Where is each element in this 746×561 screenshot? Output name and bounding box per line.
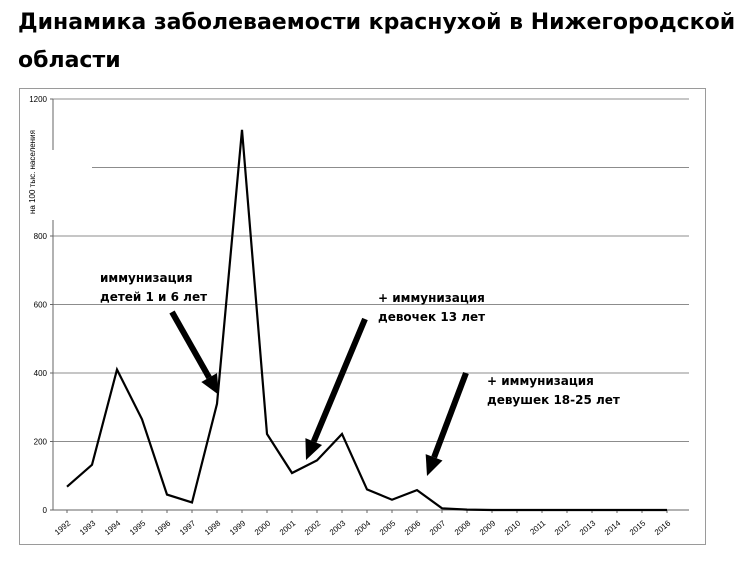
x-tick-label: 2013 [578, 518, 598, 537]
x-tick-label: 2005 [378, 518, 398, 537]
x-tick-label: 1994 [103, 518, 123, 537]
axes [50, 98, 689, 513]
annotations: иммунизация детей 1 и 6 лет + иммунизация д… [100, 271, 620, 407]
y-tick-labels: 0 200 400 600 800 1200 [29, 95, 47, 515]
x-tick-label: 1999 [228, 518, 248, 537]
annotation-text: + иммунизация девушек 18-25 лет [487, 374, 620, 407]
x-tick-label: 1993 [78, 518, 98, 537]
series [66, 129, 668, 512]
x-tick-label: 2012 [553, 518, 573, 537]
x-tick-label: 1995 [128, 518, 148, 537]
x-tick-label: 2014 [603, 518, 623, 537]
x-tick-label: 1992 [53, 518, 73, 537]
chart-title: Динамика заболеваемости краснухой в Ниже… [18, 10, 736, 73]
annotation-arrow [425, 371, 469, 476]
x-tick-label: 2008 [453, 518, 473, 537]
annotation-arrow [169, 310, 219, 395]
x-tick-labels: 1992 1993 1994 1995 1996 1997 1998 1999 2000 2001… [53, 518, 673, 537]
y-tick-label: 0 [43, 506, 48, 515]
chart-frame [19, 88, 706, 545]
x-tick-label: 1997 [178, 518, 198, 537]
annotation-text: + иммунизация девочек 13 лет [378, 291, 485, 324]
annotation-text: иммунизация детей 1 и 6 лет [100, 271, 207, 304]
y-tick-label: 200 [34, 438, 48, 447]
y-axis-label: на 100 тыс. населения [28, 130, 37, 214]
x-tick-label: 1998 [203, 518, 223, 537]
x-tick-label: 2003 [328, 518, 348, 537]
y-tick-label: 800 [34, 232, 48, 241]
x-tick-label: 2010 [503, 518, 523, 537]
x-tick-label: 2000 [253, 518, 273, 537]
x-tick-label: 2015 [628, 518, 648, 537]
y-tick-label: 400 [34, 369, 48, 378]
gridlines [53, 98, 689, 442]
x-tick-label: 2006 [403, 518, 423, 537]
y-tick-label: 1200 [29, 95, 47, 104]
x-tick-label: 2009 [478, 518, 498, 537]
annotation-arrows [169, 310, 469, 476]
x-tick-label: 2011 [528, 518, 547, 536]
x-tick-label: 2004 [353, 518, 373, 537]
x-tick-label: 1996 [153, 518, 173, 537]
x-tick-label: 2007 [428, 518, 448, 537]
x-tick-label: 2016 [653, 518, 673, 537]
x-tick-label: 2002 [303, 518, 323, 537]
x-tick-label: 2001 [278, 518, 298, 537]
y-tick-label: 600 [34, 301, 48, 310]
annotation-arrow [305, 317, 368, 460]
